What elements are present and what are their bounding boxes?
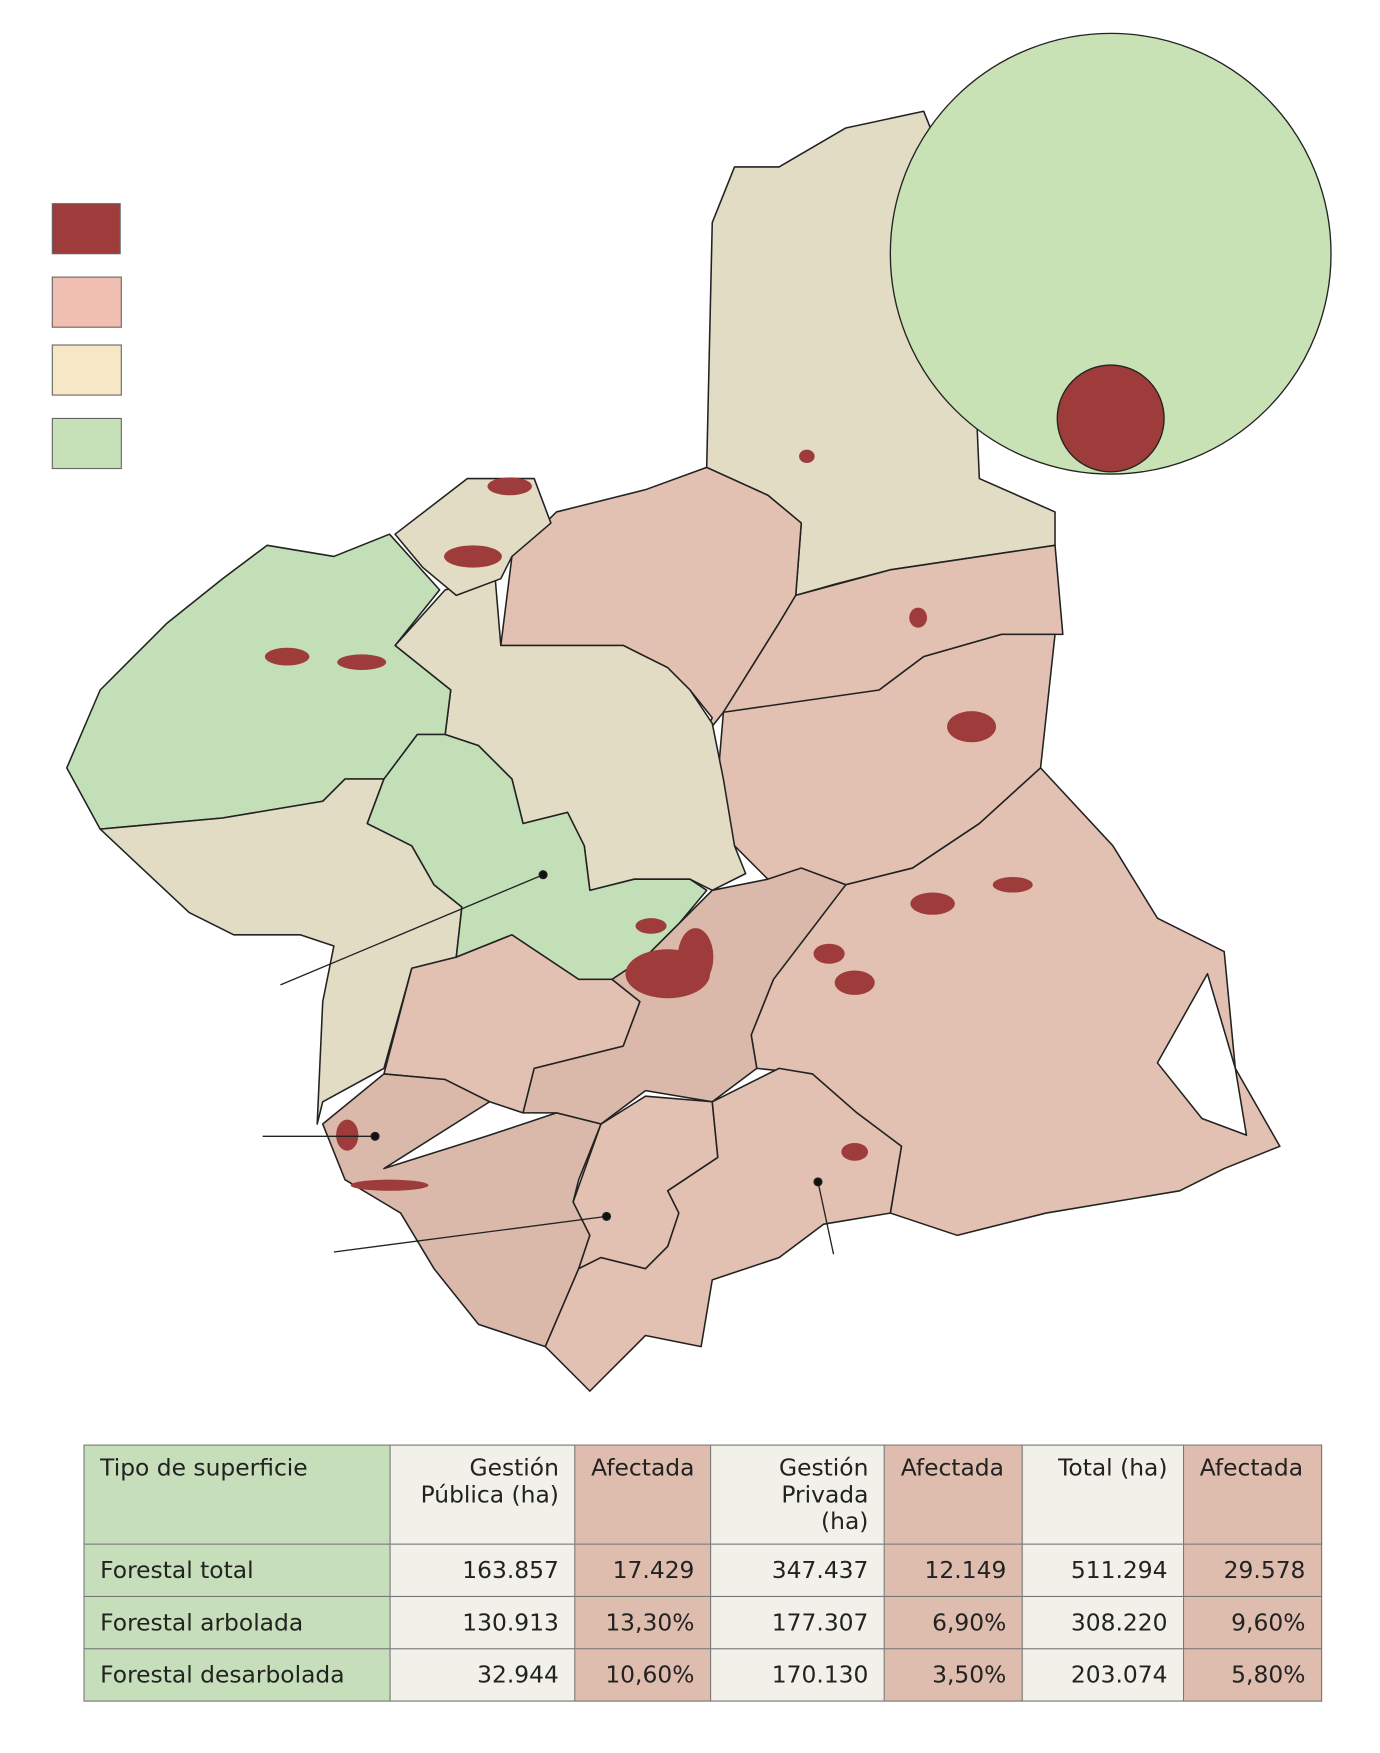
leader-line — [817, 1181, 835, 1255]
burned-area — [635, 918, 667, 934]
cell: 9,60% — [1183, 1595, 1323, 1650]
burned-area — [487, 477, 532, 496]
cell: 203.074 — [1021, 1648, 1185, 1702]
leader-line — [333, 1215, 607, 1253]
burned-area — [909, 607, 928, 628]
table-row: Forestal arbolada 130.913 13,30% 177.307 6,9… — [83, 1595, 1323, 1650]
region — [321, 1073, 602, 1348]
leader-dot — [813, 1177, 823, 1187]
burned-area — [947, 711, 997, 743]
cell: 5,80% — [1183, 1648, 1323, 1702]
total-circle — [889, 32, 1332, 475]
cell: 10,60% — [574, 1648, 712, 1702]
cell: 170.130 — [710, 1648, 886, 1702]
cell: 3,50% — [884, 1648, 1024, 1702]
region — [366, 733, 708, 981]
burned-area — [799, 449, 815, 463]
cell: Forestal arbolada — [83, 1595, 391, 1650]
burned-area — [264, 647, 310, 666]
header-cell: Gestión Pública (ha) — [389, 1444, 576, 1545]
proportion-circles — [889, 32, 1332, 475]
burned-area — [444, 545, 502, 568]
cell: 32.944 — [389, 1648, 576, 1702]
cell: Forestal total — [83, 1543, 391, 1598]
cell: 163.857 — [389, 1543, 576, 1598]
cell: 347.437 — [710, 1543, 886, 1598]
legend-swatch — [51, 276, 122, 328]
burned-area — [841, 1142, 869, 1161]
cell: 29.578 — [1183, 1543, 1323, 1598]
region — [1156, 973, 1248, 1136]
cell: 177.307 — [710, 1595, 886, 1650]
region — [394, 477, 552, 597]
burned-area — [834, 970, 875, 995]
header-cell: Afectada — [1183, 1444, 1323, 1545]
cell: 6,90% — [884, 1595, 1024, 1650]
leader-dot — [601, 1211, 612, 1221]
legend-swatch — [51, 344, 122, 396]
burned-area — [910, 892, 955, 915]
header-cell: Total (ha) — [1021, 1444, 1185, 1545]
map — [51, 32, 1332, 1392]
burned-area — [813, 943, 845, 964]
leader-lines — [262, 870, 835, 1255]
leader-dot — [538, 870, 548, 880]
burned-area — [350, 1179, 429, 1191]
legend — [51, 203, 122, 470]
cell: 13,30% — [574, 1595, 712, 1650]
header-cell: Gestión Privada (ha) — [710, 1444, 886, 1545]
legend-swatch — [51, 417, 122, 470]
table-row: Forestal desarbolada 32.944 10,60% 170.130 3… — [83, 1648, 1323, 1702]
burned-areas — [264, 449, 1033, 1191]
cell: 308.220 — [1021, 1595, 1185, 1650]
burned-area — [992, 876, 1033, 893]
data-table: Tipo de superficie Gestión Pública (ha) Af… — [83, 1444, 1323, 1702]
cell: 12.149 — [884, 1543, 1024, 1598]
cell: 130.913 — [389, 1595, 576, 1650]
table-row: Forestal total 163.857 17.429 347.437 12.149… — [83, 1543, 1323, 1598]
region — [544, 1067, 903, 1392]
municipalities — [65, 110, 1281, 1392]
cell: 17.429 — [574, 1543, 712, 1598]
burned-area — [336, 1119, 359, 1151]
affected-circle — [1056, 364, 1165, 473]
header-cell: Afectada — [574, 1444, 712, 1545]
cell: 511.294 — [1021, 1543, 1185, 1598]
header-cell: Afectada — [884, 1444, 1024, 1545]
burned-area — [337, 654, 387, 670]
leader-line — [280, 874, 544, 986]
cell: Forestal desarbolada — [83, 1648, 391, 1702]
table-body: Tipo de superficie Gestión Pública (ha) Af… — [83, 1444, 1323, 1702]
legend-swatch — [51, 203, 121, 255]
leader-dot — [370, 1131, 380, 1141]
burned-area — [677, 928, 714, 987]
header-cell: Tipo de superficie — [83, 1444, 391, 1545]
header-row: Tipo de superficie Gestión Pública (ha) Af… — [83, 1444, 1323, 1545]
